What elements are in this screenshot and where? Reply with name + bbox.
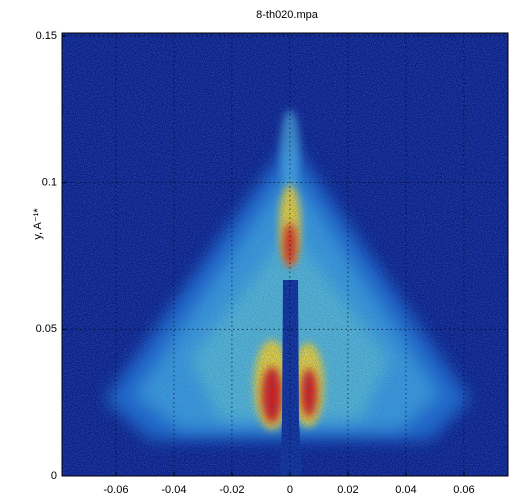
y-tick-label: 0	[51, 470, 57, 482]
x-tick-label: 0	[287, 484, 293, 496]
chart-title: 8-th020.mpa	[256, 9, 319, 21]
x-tick-label: -0.06	[103, 484, 128, 496]
plot-frame	[61, 32, 509, 477]
y-tick-label: 0.15	[36, 30, 57, 42]
x-tick-label: -0.04	[161, 484, 186, 496]
y-tick-label: 0.05	[36, 323, 57, 335]
x-tick-label: -0.02	[219, 484, 244, 496]
x-tick-label: 0.06	[453, 484, 474, 496]
y-axis-label: y, A⁻¹*	[32, 208, 44, 240]
x-tick-label: 0.02	[337, 484, 358, 496]
x-tick-label: 0.04	[395, 484, 416, 496]
heatmap-image	[62, 33, 508, 476]
y-tick-label: 0.1	[42, 177, 57, 189]
